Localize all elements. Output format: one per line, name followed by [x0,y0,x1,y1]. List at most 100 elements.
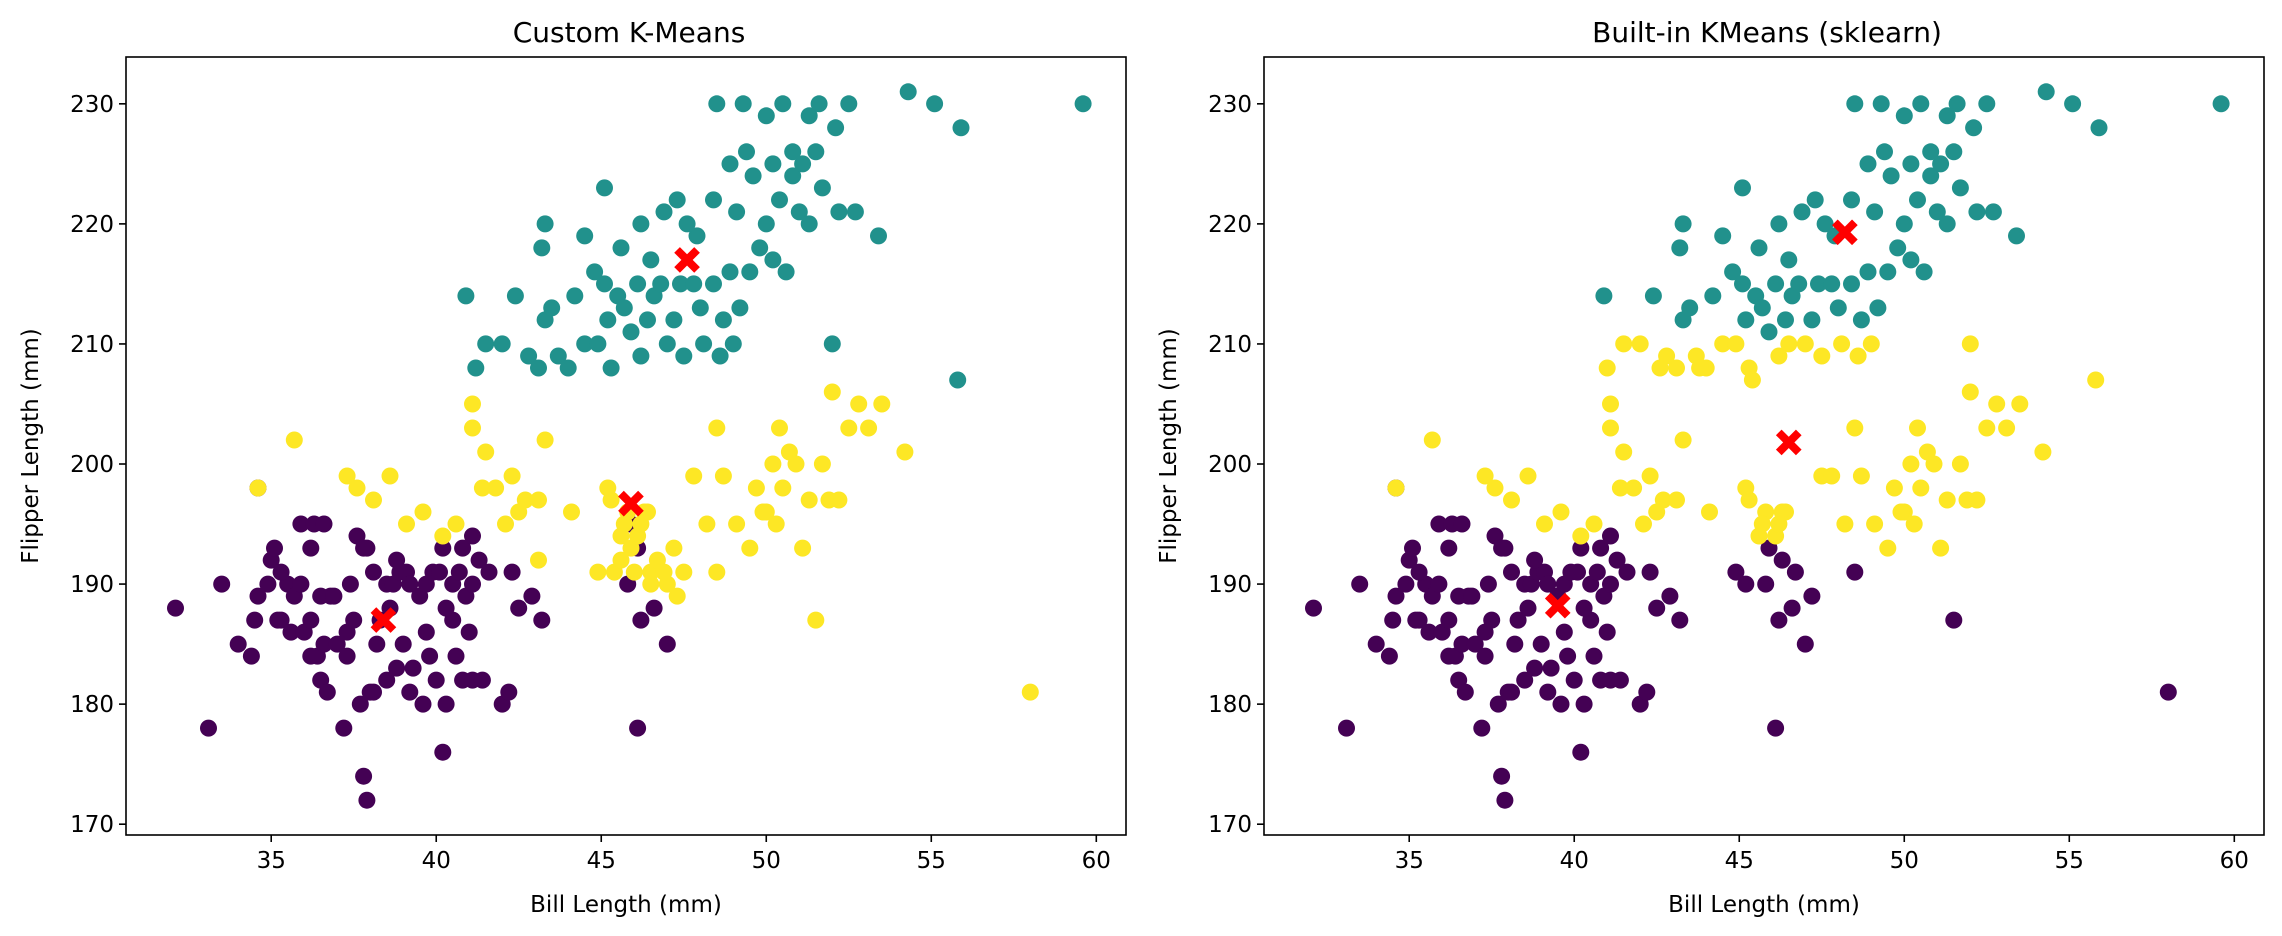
cluster-2-point [473,479,491,497]
cluster-1-point [1922,143,1940,161]
cluster-2-point [1387,479,1405,497]
cluster-1-point [846,203,864,221]
cluster-0-point [325,587,343,605]
cluster-2-point [1833,335,1851,353]
cluster-0-point [1572,743,1590,761]
cluster-0-point [328,635,346,653]
cluster-2-point [830,491,848,509]
cluster-2-point [747,479,765,497]
cluster-1-point [672,275,689,293]
cluster-0-point [1727,563,1745,581]
cluster-0-point [464,527,481,545]
cluster-0-point [1526,659,1544,677]
cluster-1-point [1869,299,1887,317]
cluster-0-point [421,647,439,665]
cluster-0-point [1489,695,1507,713]
cluster-2-point [2034,443,2052,461]
cluster-2-point [823,383,841,401]
cluster-0-point [1404,539,1421,557]
cluster-0-point [394,635,412,653]
cluster-2-point [1021,683,1039,701]
cluster-1-point [1945,143,1963,161]
cluster-1-point [622,323,640,341]
right-chart-y-tick-label: 230 [1208,92,1252,118]
cluster-0-point [338,647,356,665]
cluster-1-point [705,275,722,293]
cluster-0-point [200,719,217,737]
left-chart-x-tick-label: 60 [1082,848,1111,874]
cluster-1-point [457,287,475,305]
cluster-1-point [665,311,683,329]
cluster-1-point [1790,275,1808,293]
cluster-1-point [1734,179,1751,197]
cluster-1-point [599,311,617,329]
cluster-1-point [721,263,739,281]
cluster-0-point [1440,611,1458,629]
right-chart-x-ticks: 35 40 45 50 55 60 [1395,835,2249,874]
cluster-0-point [1575,695,1593,713]
cluster-0-point [167,599,184,617]
cluster-1-point [949,371,967,389]
cluster-0-point [1506,635,1524,653]
cluster-1-point [1829,299,1847,317]
cluster-0-point [315,635,333,653]
cluster-0-point [510,599,528,617]
cluster-2-point [530,491,547,509]
cluster-2-point [1988,395,2006,413]
cluster-1-point [1737,311,1755,329]
cluster-0-point [1453,515,1471,533]
cluster-0-point [1572,539,1590,557]
cluster-1-point [1810,275,1827,293]
cluster-1-point [1915,263,1933,281]
cluster-0-point [401,575,419,593]
left-chart-y-tick-label: 180 [70,692,114,718]
cluster-2-point [1862,335,1880,353]
cluster-0-point [1509,611,1527,629]
cluster-2-point [728,515,746,533]
left-chart-y-tick-label: 200 [70,452,114,478]
cluster-1-point [774,95,792,113]
cluster-1-point [784,143,802,161]
cluster-0-point [1602,575,1619,593]
cluster-1-point [559,359,577,377]
cluster-1-point [685,275,703,293]
cluster-2-point [464,419,481,437]
cluster-1-point [506,287,524,305]
cluster-1-point [566,287,584,305]
cluster-1-point [711,347,729,365]
cluster-1-point [632,215,650,233]
cluster-0-point [358,539,376,557]
cluster-0-point [378,671,396,689]
cluster-2-point [1925,455,1943,473]
cluster-0-point [266,539,283,557]
cluster-0-point [282,623,300,641]
cluster-0-point [1420,623,1438,641]
cluster-2-point [1714,335,1732,353]
cluster-0-point [302,539,320,557]
cluster-1-point [1595,287,1613,305]
cluster-1-point [1753,299,1771,317]
cluster-0-point [1555,623,1573,641]
cluster-1-point [1714,227,1732,245]
cluster-1-point [1948,95,1966,113]
cluster-1-point [771,191,788,209]
cluster-1-point [467,359,485,377]
cluster-1-point [1879,263,1897,281]
cluster-0-point [1367,635,1385,653]
cluster-1-point [810,95,828,113]
cluster-1-point [1846,95,1864,113]
right-chart-y-axis-label: Flipper Length (mm) [1156,328,1182,564]
cluster-0-point [1456,683,1474,701]
cluster-2-point [813,455,831,473]
cluster-1-point [728,203,746,221]
cluster-0-point [460,623,478,641]
cluster-1-point [639,311,656,329]
cluster-2-point [1813,347,1831,365]
cluster-0-point [414,695,432,713]
cluster-0-point [1585,647,1603,665]
cluster-0-point [1565,671,1583,689]
cluster-1-point [1681,299,1699,317]
right-chart-y-tick-label: 190 [1208,572,1252,598]
